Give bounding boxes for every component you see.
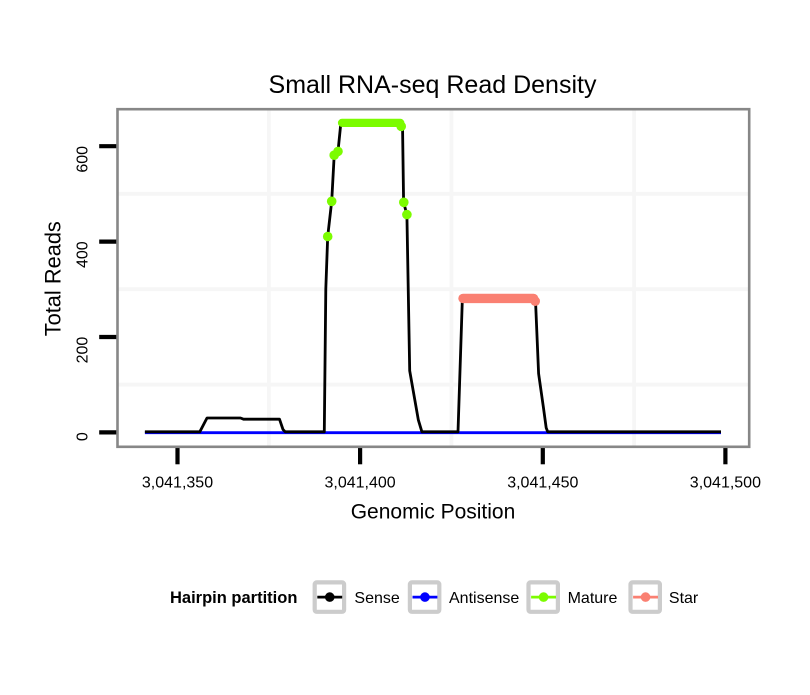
svg-text:Mature: Mature: [568, 590, 618, 607]
svg-text:3,041,400: 3,041,400: [325, 475, 396, 492]
svg-text:200: 200: [75, 337, 92, 364]
svg-text:Star: Star: [669, 590, 699, 607]
svg-text:Antisense: Antisense: [449, 590, 519, 607]
svg-text:3,041,500: 3,041,500: [690, 475, 761, 492]
svg-text:Hairpin partition: Hairpin partition: [170, 589, 297, 607]
svg-text:Sense: Sense: [354, 590, 399, 607]
svg-text:0: 0: [75, 432, 92, 441]
svg-text:3,041,450: 3,041,450: [507, 475, 578, 492]
svg-text:Small RNA-seq Read Density: Small RNA-seq Read Density: [269, 71, 597, 99]
svg-text:Total Reads: Total Reads: [41, 221, 66, 336]
svg-text:Genomic Position: Genomic Position: [351, 501, 516, 524]
svg-text:400: 400: [75, 241, 92, 268]
svg-text:3,041,350: 3,041,350: [142, 475, 213, 492]
svg-text:600: 600: [75, 146, 92, 173]
